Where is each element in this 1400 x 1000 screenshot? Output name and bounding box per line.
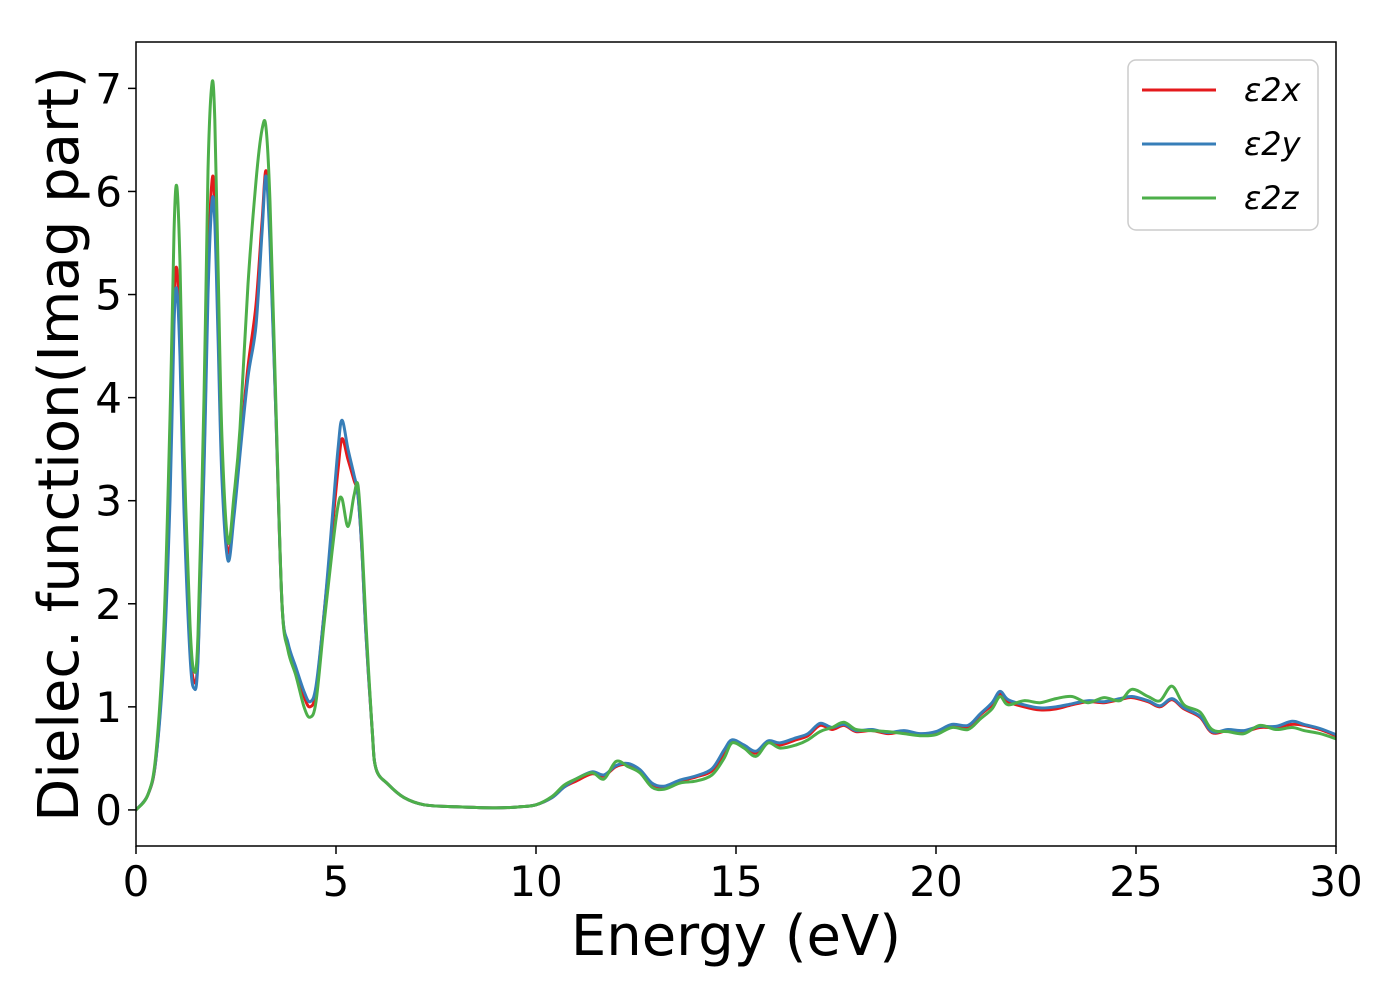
y-tick-label: 3	[95, 477, 122, 526]
y-tick-label: 1	[95, 683, 122, 732]
x-axis-label: Energy (eV)	[571, 904, 901, 969]
y-tick-label: 4	[95, 374, 122, 423]
series-line-3	[136, 79, 1336, 812]
legend-box	[1127, 59, 1319, 231]
x-tick-label: 20	[909, 857, 962, 906]
y-tick-label: 5	[95, 271, 122, 320]
x-tick-label: 15	[709, 857, 762, 906]
y-tick-label: 2	[95, 580, 122, 629]
series-line-2	[136, 174, 1336, 812]
series-line-1	[136, 169, 1336, 812]
y-tick-label: 0	[95, 786, 122, 835]
x-axis-ticks: 0 5 10 15 20 25 30	[123, 846, 1363, 906]
x-tick-label: 5	[323, 857, 350, 906]
x-tick-label: 0	[123, 857, 150, 906]
y-tick-label: 7	[95, 64, 122, 113]
legend: ε2x ε2y ε2z	[1127, 59, 1319, 231]
legend-label-3: ε2z	[1244, 179, 1300, 217]
x-tick-label: 25	[1109, 857, 1162, 906]
x-tick-label: 10	[509, 857, 562, 906]
legend-label-2: ε2y	[1244, 125, 1302, 163]
y-axis-ticks: 0 1 2 3 4 5 6 7	[95, 64, 136, 835]
x-tick-label: 30	[1309, 857, 1362, 906]
y-axis-label: Dielec. function(Imag part)	[27, 66, 92, 822]
y-tick-label: 6	[95, 167, 122, 216]
series-layer	[136, 79, 1336, 812]
legend-label-1: ε2x	[1244, 71, 1302, 109]
